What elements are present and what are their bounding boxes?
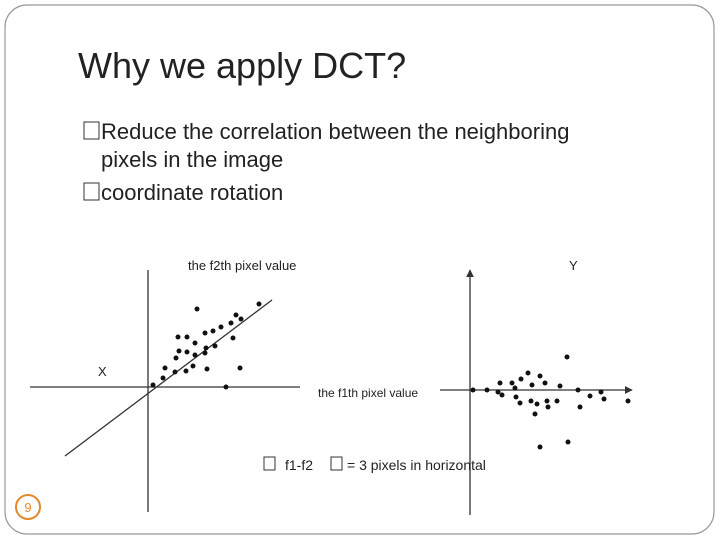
caption: = 3 pixels in horizontal bbox=[347, 457, 486, 473]
dot bbox=[218, 324, 224, 330]
axis-label: the f1th pixel value bbox=[318, 386, 418, 400]
dot bbox=[601, 396, 607, 402]
dot bbox=[534, 401, 540, 407]
dot bbox=[203, 345, 209, 351]
dot bbox=[542, 380, 548, 386]
dot bbox=[238, 316, 244, 322]
axis-label: Y bbox=[569, 258, 578, 273]
dot bbox=[230, 335, 236, 341]
scatter-points bbox=[150, 301, 631, 450]
symbol-box bbox=[263, 456, 276, 471]
dot bbox=[202, 350, 208, 356]
axis-label: X bbox=[98, 364, 107, 379]
dot bbox=[537, 444, 543, 450]
dot bbox=[497, 380, 503, 386]
bullet: coordinate rotation bbox=[101, 180, 283, 205]
dot bbox=[210, 328, 216, 334]
dot bbox=[204, 366, 210, 372]
dot bbox=[513, 394, 519, 400]
dot bbox=[470, 387, 476, 393]
dot bbox=[495, 389, 501, 395]
dot bbox=[175, 334, 181, 340]
dot bbox=[587, 393, 593, 399]
dot bbox=[484, 387, 490, 393]
dot bbox=[499, 392, 505, 398]
dot bbox=[554, 398, 560, 404]
page-badge bbox=[15, 494, 41, 520]
dot bbox=[160, 375, 166, 381]
dot bbox=[192, 352, 198, 358]
dot bbox=[545, 404, 551, 410]
dot bbox=[184, 349, 190, 355]
dot bbox=[256, 301, 262, 307]
dot bbox=[172, 369, 178, 375]
page-number: 9 bbox=[24, 500, 31, 515]
dot bbox=[237, 365, 243, 371]
dot bbox=[162, 365, 168, 371]
dot bbox=[528, 398, 534, 404]
dot bbox=[544, 398, 550, 404]
bullet: pixels in the image bbox=[101, 147, 283, 172]
dot bbox=[564, 354, 570, 360]
dot bbox=[190, 363, 196, 369]
dot bbox=[509, 380, 515, 386]
bullet: Reduce the correlation between the neigh… bbox=[101, 119, 569, 144]
dot bbox=[212, 343, 218, 349]
dot bbox=[173, 355, 179, 361]
dot bbox=[192, 340, 198, 346]
dot bbox=[150, 382, 156, 388]
dot bbox=[537, 373, 543, 379]
dot bbox=[557, 383, 563, 389]
dot bbox=[517, 400, 523, 406]
dot bbox=[529, 382, 535, 388]
dot bbox=[176, 348, 182, 354]
dot bbox=[565, 439, 571, 445]
title: Why we apply DCT? bbox=[78, 45, 406, 86]
dot bbox=[183, 368, 189, 374]
dot bbox=[518, 376, 524, 382]
dot bbox=[532, 411, 538, 417]
dot bbox=[575, 387, 581, 393]
axis-label: the f2th pixel value bbox=[188, 258, 296, 273]
dot bbox=[202, 330, 208, 336]
dot bbox=[233, 312, 239, 318]
bullet-box bbox=[83, 121, 100, 140]
caption: f1-f2 bbox=[285, 457, 313, 473]
dot bbox=[625, 398, 631, 404]
dot bbox=[194, 306, 200, 312]
dot bbox=[184, 334, 190, 340]
bullet-box bbox=[83, 182, 100, 201]
symbol-box bbox=[330, 456, 343, 471]
dot bbox=[512, 385, 518, 391]
dot bbox=[598, 389, 604, 395]
dot bbox=[525, 370, 531, 376]
dot bbox=[577, 404, 583, 410]
rotated-axis bbox=[64, 299, 273, 457]
dot bbox=[223, 384, 229, 390]
dot bbox=[228, 320, 234, 326]
